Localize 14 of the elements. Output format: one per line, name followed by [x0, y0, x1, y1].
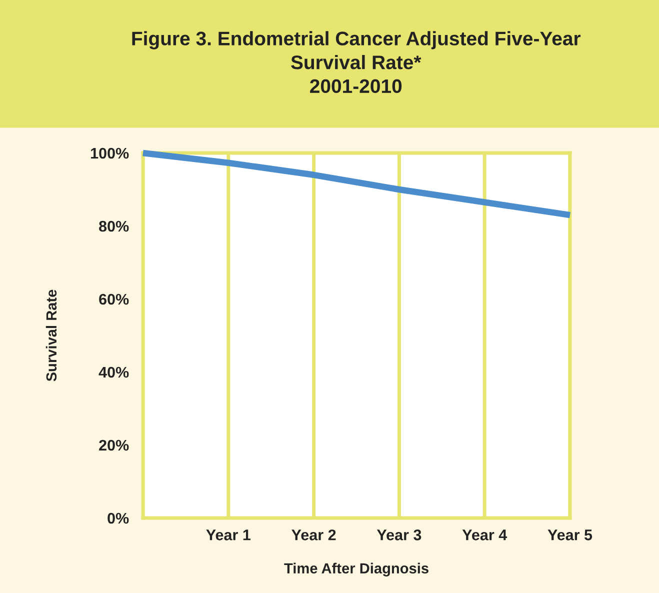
x-tick-label: Year 4 — [462, 530, 508, 540]
y-tick-label: 100% — [91, 148, 129, 159]
x-tick-label: Year 5 — [548, 530, 592, 540]
y-tick-label: 0% — [108, 512, 129, 524]
x-tick-label: Year 2 — [292, 530, 336, 540]
y-tick-label: 20% — [99, 440, 129, 451]
x-tick-label: Year 3 — [376, 530, 422, 540]
y-tick-label: 40% — [98, 366, 129, 378]
y-tick-label: 80% — [99, 220, 129, 232]
x-axis-title: Time After Diagnosis — [284, 562, 428, 576]
x-tick-label: Year 1 — [206, 530, 250, 540]
y-axis-title: Survival Rate — [46, 290, 57, 382]
chart-title: Figure 3. Endometrial Cancer Adjusted Five-Year Survival Rate* 2001-2010 — [132, 31, 581, 94]
y-tick-label: 60% — [99, 294, 129, 305]
